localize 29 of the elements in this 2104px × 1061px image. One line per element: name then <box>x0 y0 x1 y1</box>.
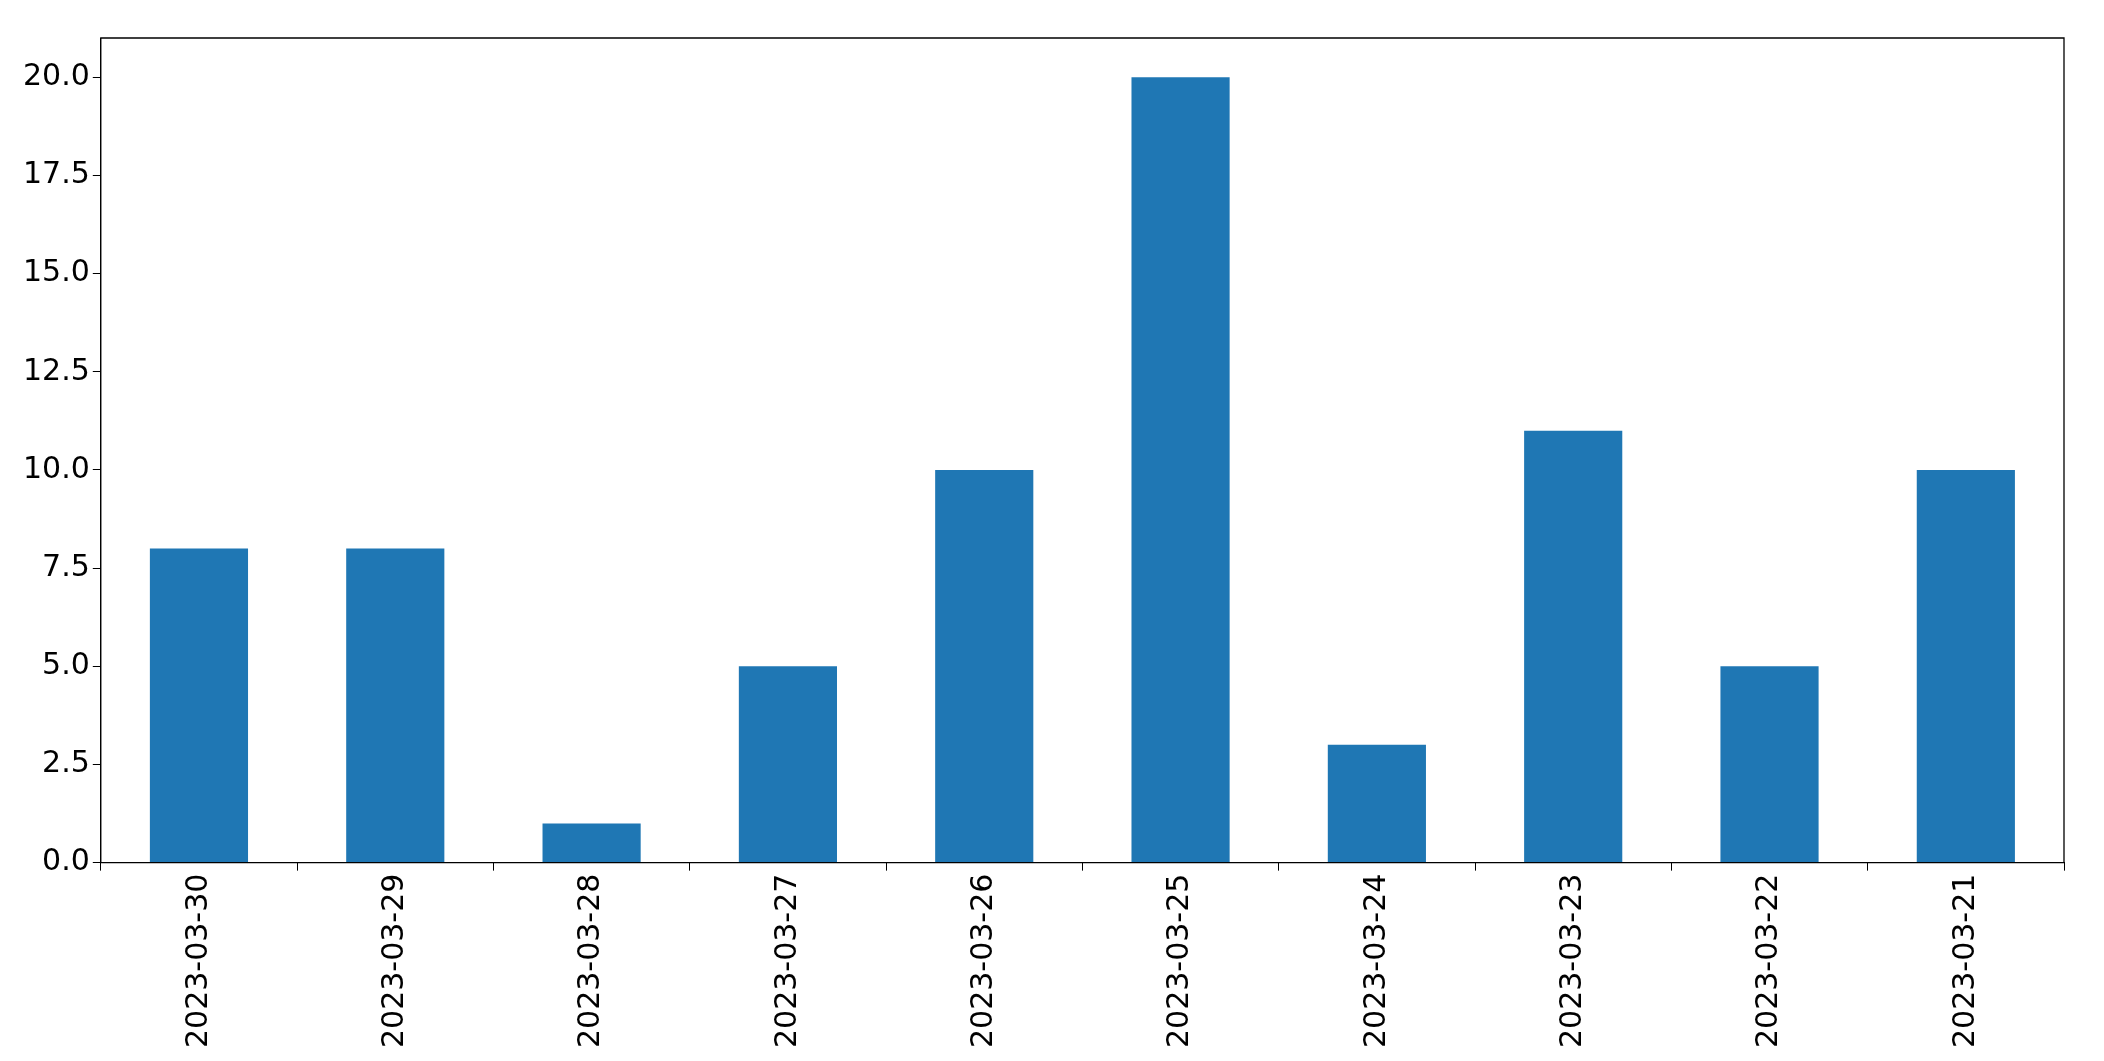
y-tick-label: 5.0 <box>42 646 90 682</box>
bar <box>1720 666 1819 863</box>
bar <box>935 469 1034 863</box>
y-tick-label: 2.5 <box>42 744 90 780</box>
x-tick-label: 2023-03-26 <box>964 873 1000 1049</box>
bar <box>1916 469 2015 863</box>
y-tick-label: 7.5 <box>42 547 90 583</box>
y-tick-label: 20.0 <box>23 57 90 93</box>
x-tick-label: 2023-03-28 <box>571 873 607 1049</box>
y-tick-label: 0.0 <box>42 842 90 878</box>
x-tick-label: 2023-03-29 <box>375 873 411 1049</box>
bar <box>1131 77 1230 863</box>
x-tick-label: 2023-03-22 <box>1749 873 1785 1049</box>
x-tick-label: 2023-03-21 <box>1945 873 1981 1049</box>
y-tick-label: 17.5 <box>23 155 90 191</box>
y-tick-label: 12.5 <box>23 351 90 387</box>
x-tick-label: 2023-03-24 <box>1356 873 1392 1049</box>
x-tick-label: 2023-03-23 <box>1553 873 1588 1049</box>
bar <box>149 548 249 863</box>
x-tick-label: 2023-03-30 <box>178 873 214 1049</box>
y-tick-label: 15.0 <box>23 253 90 289</box>
x-tick-label: 2023-03-25 <box>1160 873 1196 1049</box>
x-tick-label: 2023-03-27 <box>767 873 803 1049</box>
bar <box>346 548 445 863</box>
bar <box>1327 744 1426 863</box>
bar <box>1524 430 1623 863</box>
y-tick-label: 10.0 <box>23 449 90 485</box>
bar <box>738 666 837 863</box>
bar <box>542 823 641 863</box>
